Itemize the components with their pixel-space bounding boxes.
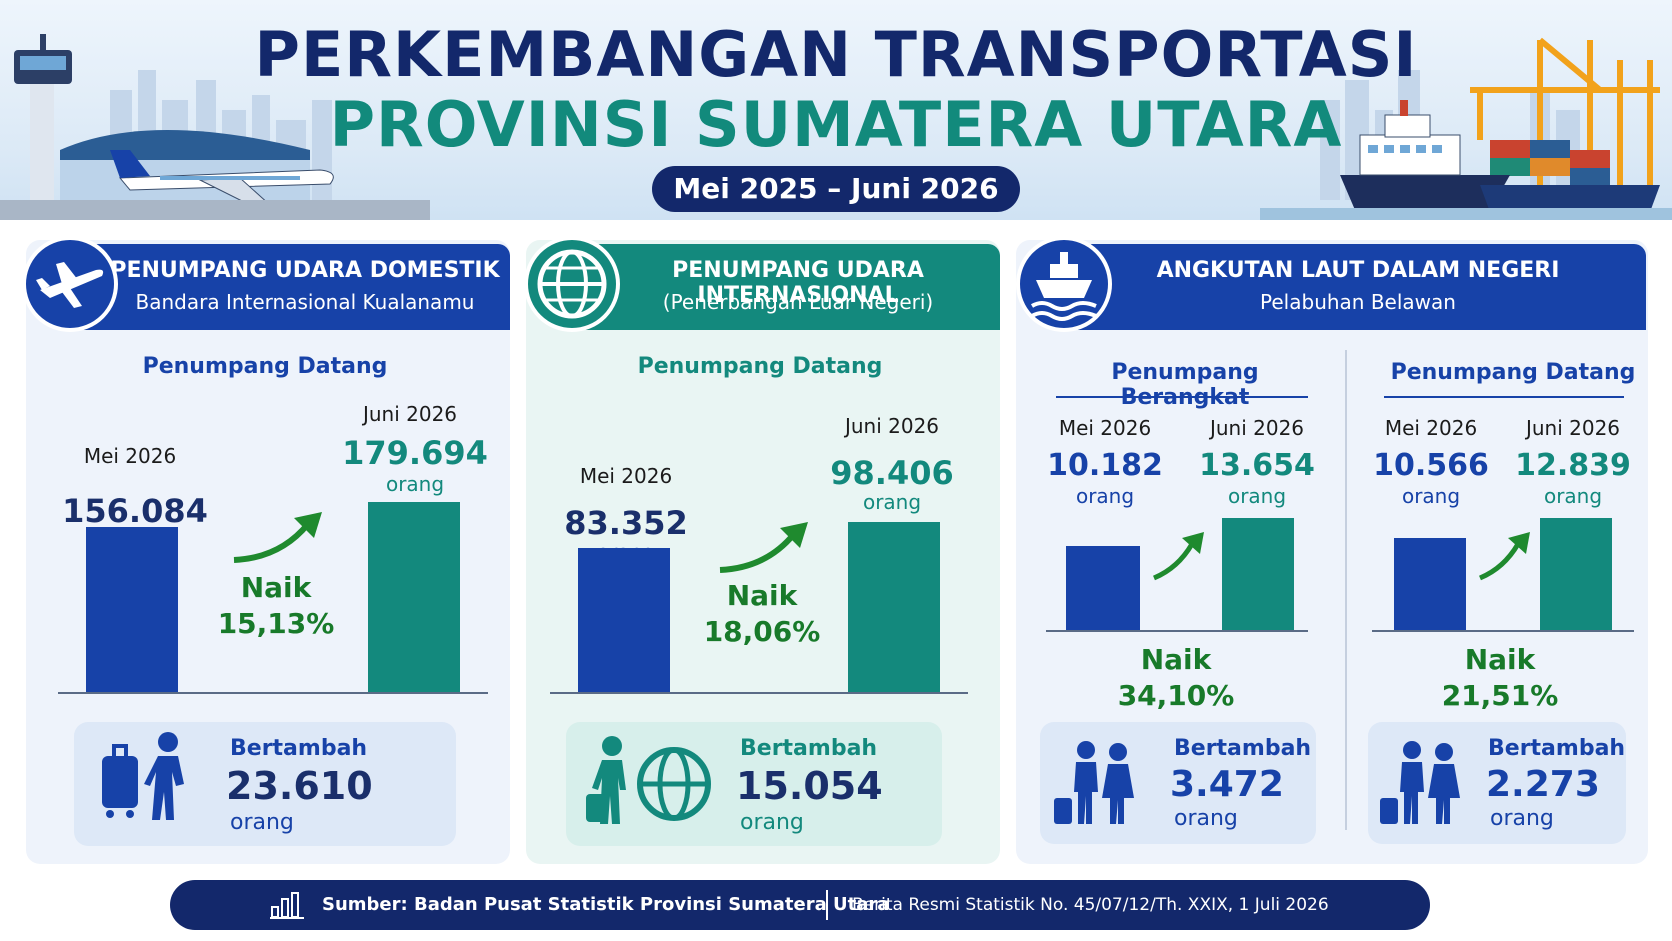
international-title: PENUMPANG UDARA INTERNASIONAL bbox=[672, 258, 924, 308]
domestic-change-pct: 15,13% bbox=[217, 607, 335, 640]
footer-reference: Berita Resmi Statistik No. 45/07/12/Th. … bbox=[852, 895, 1329, 915]
traveler-luggage-icon bbox=[102, 732, 184, 820]
domestic-metric: Penumpang Datang bbox=[142, 354, 388, 379]
sea-departing-change-pct: 34,10% bbox=[1117, 679, 1235, 712]
domestic-header: PENUMPANG UDARA DOMESTIK Bandara Interna… bbox=[60, 244, 510, 330]
international-bar-may bbox=[578, 548, 670, 692]
sea-departing-unit-b: orang bbox=[1227, 484, 1287, 508]
domestic-value-b: 179.694 bbox=[342, 434, 488, 472]
sea-subtitle: Pelabuhan Belawan bbox=[1260, 290, 1456, 314]
international-baseline bbox=[550, 692, 968, 694]
international-value-a: 83.352 bbox=[564, 504, 688, 542]
domestic-increase-unit: orang bbox=[230, 810, 294, 835]
domestic-change-label: Naik bbox=[240, 571, 312, 604]
sea-arriving-unit-b: orang bbox=[1543, 484, 1603, 508]
international-unit-b: orang bbox=[862, 490, 922, 514]
sea-arriving-month-a: Mei 2026 bbox=[1384, 416, 1478, 440]
international-subtitle: (Penerbangan Luar Negeri) bbox=[662, 290, 934, 314]
couple-travelers-icon bbox=[1380, 741, 1460, 824]
domestic-value-a: 156.084 bbox=[62, 492, 208, 530]
sea-departing-unit-a: orang bbox=[1075, 484, 1135, 508]
sea-departing-change-label: Naik bbox=[1140, 643, 1212, 676]
sea-departing-increase-value: 3.472 bbox=[1170, 764, 1284, 805]
domestic-title: PENUMPANG UDARA DOMESTIK bbox=[110, 258, 500, 283]
trend-up-arrow-icon bbox=[233, 512, 322, 563]
sea-divider bbox=[1345, 350, 1347, 830]
international-month-a: Mei 2026 bbox=[579, 464, 673, 488]
international-increase-box bbox=[566, 722, 942, 846]
page-title-line2: PROVINSI SUMATERA UTARA bbox=[329, 88, 1343, 161]
control-tower-icon bbox=[14, 34, 72, 210]
ship-icon bbox=[1340, 100, 1660, 212]
international-increase-value: 15.054 bbox=[736, 764, 883, 808]
international-value-b: 98.406 bbox=[830, 454, 954, 492]
sea-arriving-underline bbox=[1384, 396, 1624, 398]
bar-chart-icon bbox=[270, 892, 304, 919]
airplane-icon bbox=[22, 236, 118, 332]
trend-up-arrow-icon bbox=[1152, 532, 1204, 581]
sea-departing-bar-june bbox=[1222, 518, 1294, 630]
domestic-month-b: Juni 2026 bbox=[362, 402, 458, 426]
sea-arriving-month-b: Juni 2026 bbox=[1525, 416, 1621, 440]
sea-arriving-change-label: Naik bbox=[1464, 643, 1536, 676]
header-banner: PERKEMBANGAN TRANSPORTASI PROVINSI SUMAT… bbox=[0, 0, 1672, 220]
sea-departing-month-a: Mei 2026 bbox=[1058, 416, 1152, 440]
domestic-month-a: Mei 2026 bbox=[83, 444, 177, 468]
domestic-subtitle: Bandara Internasional Kualanamu bbox=[135, 290, 475, 314]
international-header: PENUMPANG UDARA INTERNASIONAL (Penerbang… bbox=[560, 244, 1000, 330]
sea-departing-value-b: 13.654 bbox=[1199, 448, 1315, 483]
sea-arriving-bar-may bbox=[1394, 538, 1466, 630]
sea-departing-metric: Penumpang Berangkat bbox=[1111, 360, 1259, 410]
domestic-unit-b: orang bbox=[385, 472, 445, 496]
sea-header: ANGKUTAN LAUT DALAM NEGERI Pelabuhan Bel… bbox=[1070, 244, 1646, 330]
sea-arriving-unit-a: orang bbox=[1401, 484, 1461, 508]
footer-separator bbox=[826, 890, 828, 920]
sea-departing-baseline bbox=[1046, 630, 1308, 632]
period-badge: Mei 2025 – Juni 2026 bbox=[652, 166, 1020, 212]
international-change-label: Naik bbox=[726, 579, 798, 612]
international-bar-june bbox=[848, 522, 940, 692]
sea-arriving-metric: Penumpang Datang bbox=[1390, 360, 1636, 385]
sea-arriving-increase-label: Bertambah bbox=[1488, 736, 1626, 761]
sea-arriving-value-a: 10.566 bbox=[1373, 448, 1489, 483]
sea-departing-increase-unit: orang bbox=[1174, 806, 1238, 831]
international-increase-unit: orang bbox=[740, 810, 804, 835]
sea-title: ANGKUTAN LAUT DALAM NEGERI bbox=[1156, 258, 1560, 283]
international-metric: Penumpang Datang bbox=[637, 354, 883, 379]
globe-icon bbox=[524, 236, 620, 332]
sea-departing-increase-label: Bertambah bbox=[1174, 736, 1312, 761]
sea-arriving-baseline bbox=[1372, 630, 1634, 632]
sea-departing-underline bbox=[1056, 396, 1308, 398]
trend-up-arrow-icon bbox=[1478, 532, 1530, 581]
traveler-globe-icon bbox=[586, 736, 711, 824]
couple-travelers-icon bbox=[1054, 741, 1134, 824]
sea-departing-bar-may bbox=[1066, 546, 1140, 630]
sea-departing-value-a: 10.182 bbox=[1047, 448, 1163, 483]
port-crane-icon bbox=[1470, 37, 1660, 200]
domestic-bar-may bbox=[86, 527, 178, 692]
sea-arriving-increase-unit: orang bbox=[1490, 806, 1554, 831]
international-change-pct: 18,06% bbox=[703, 615, 821, 648]
header-illustration bbox=[0, 34, 1672, 220]
footer-source: Sumber: Badan Pusat Statistik Provinsi S… bbox=[322, 894, 890, 915]
international-month-b: Juni 2026 bbox=[844, 414, 940, 438]
sea-arriving-change-pct: 21,51% bbox=[1441, 679, 1559, 712]
footer-source-bar: Sumber: Badan Pusat Statistik Provinsi S… bbox=[170, 880, 1430, 930]
sea-arriving-increase-value: 2.273 bbox=[1486, 764, 1600, 805]
domestic-increase-label: Bertambah bbox=[230, 736, 368, 761]
page-title-line1: PERKEMBANGAN TRANSPORTASI bbox=[254, 18, 1418, 91]
domestic-increase-value: 23.610 bbox=[226, 764, 373, 808]
sea-arriving-bar-june bbox=[1540, 518, 1612, 630]
domestic-bar-june bbox=[368, 502, 460, 692]
ship-icon bbox=[1016, 236, 1112, 332]
domestic-baseline bbox=[58, 692, 488, 694]
trend-up-arrow-icon bbox=[719, 522, 808, 573]
sea-arriving-value-b: 12.839 bbox=[1515, 448, 1631, 483]
sea-departing-month-b: Juni 2026 bbox=[1209, 416, 1305, 440]
international-increase-label: Bertambah bbox=[740, 736, 878, 761]
airplane-icon bbox=[110, 150, 334, 206]
